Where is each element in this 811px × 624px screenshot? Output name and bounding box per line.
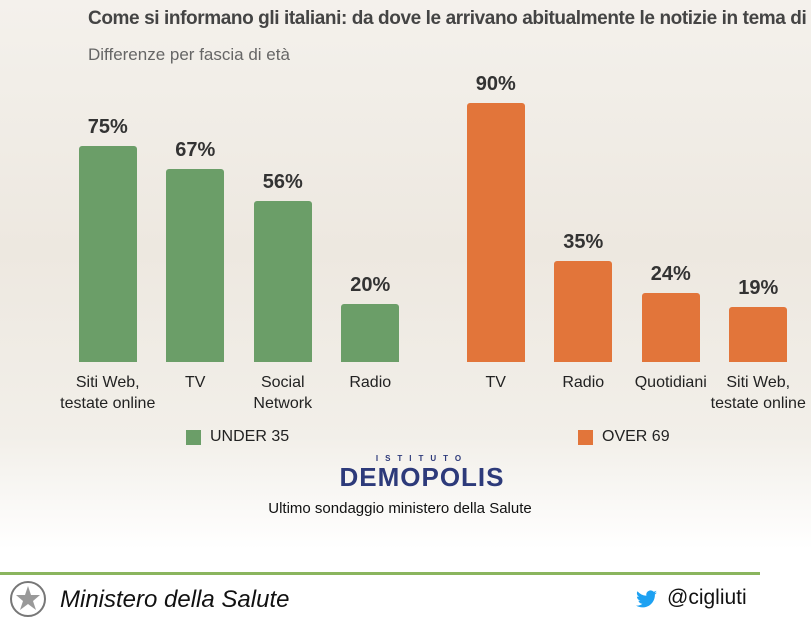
legend-label: UNDER 35 — [210, 428, 290, 445]
value-label: 19% — [738, 277, 779, 300]
divider — [0, 572, 760, 575]
twitter-icon — [636, 590, 657, 608]
bar — [554, 261, 613, 362]
value-label: 90% — [475, 72, 516, 95]
value-label: 67% — [175, 139, 216, 162]
category-label: Social Network — [253, 374, 313, 412]
caption: Ultimo sondaggio ministero della Salute — [268, 500, 532, 517]
bar — [341, 304, 400, 362]
subtitle: Differenze per fascia di età — [88, 45, 290, 64]
bar — [253, 200, 312, 362]
category-label: Siti Web, testate online — [60, 374, 156, 412]
category-label: Siti Web, testate online — [710, 374, 806, 412]
category-label: TV — [485, 374, 506, 391]
bar — [641, 292, 700, 362]
category-label: Quotidiani — [634, 374, 707, 391]
category-label: TV — [185, 374, 206, 391]
handle: @cigliuti — [667, 586, 747, 609]
logo-top: ISTITUTO — [375, 454, 469, 463]
value-label: 20% — [350, 274, 391, 297]
category-label: Radio — [349, 374, 392, 391]
logo-name: DEMOPOLIS — [339, 462, 505, 492]
legend-swatch — [578, 430, 593, 445]
ministry: Ministero della Salute — [60, 586, 290, 613]
legend-label: OVER 69 — [602, 428, 670, 445]
bar — [729, 307, 788, 362]
bar — [166, 169, 225, 362]
emblem — [10, 581, 46, 617]
category-label: Radio — [562, 374, 605, 391]
title: Come si informano gli italiani: da dove … — [88, 8, 811, 29]
bar — [78, 146, 137, 362]
value-label: 75% — [87, 116, 128, 138]
bar — [466, 102, 525, 362]
value-label: 24% — [650, 262, 691, 285]
legend-swatch — [186, 430, 201, 445]
value-label: 35% — [563, 231, 604, 254]
value-label: 56% — [262, 170, 303, 193]
